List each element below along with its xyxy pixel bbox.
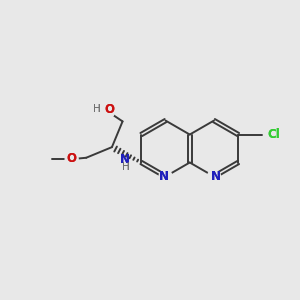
Text: Cl: Cl: [267, 128, 280, 141]
Text: H: H: [122, 162, 130, 172]
Text: O: O: [66, 152, 76, 165]
Circle shape: [101, 105, 115, 118]
Text: N: N: [120, 153, 130, 166]
Circle shape: [208, 170, 220, 183]
Text: N: N: [211, 170, 221, 183]
Circle shape: [159, 170, 172, 183]
Text: H: H: [122, 162, 130, 172]
Text: O: O: [66, 152, 76, 165]
Text: Cl: Cl: [267, 128, 280, 141]
Text: N: N: [158, 170, 169, 183]
Text: O: O: [104, 103, 114, 116]
Text: N: N: [120, 153, 130, 166]
Circle shape: [65, 153, 78, 166]
Text: N: N: [158, 170, 169, 183]
Text: H: H: [93, 104, 101, 114]
Text: H: H: [93, 104, 101, 114]
Text: N: N: [211, 170, 221, 183]
Text: O: O: [104, 103, 114, 116]
